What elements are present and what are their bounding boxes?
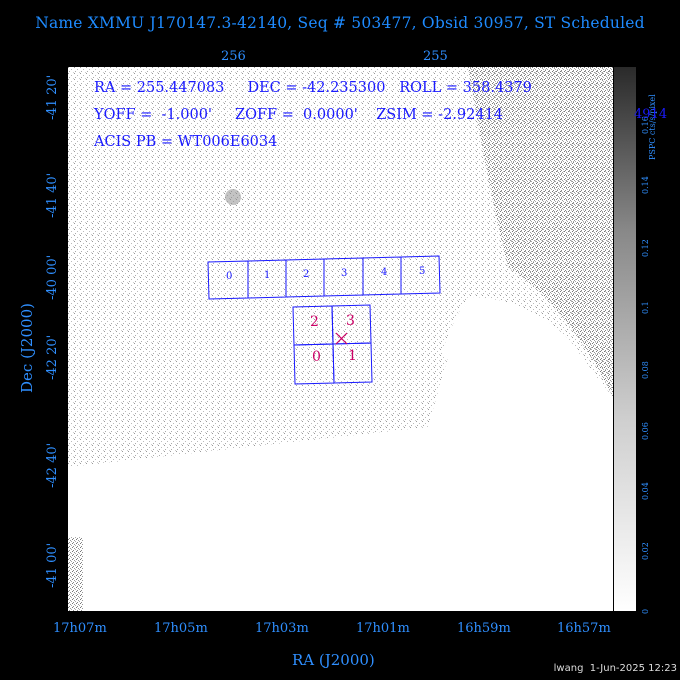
- acis-s-array: [207, 255, 441, 300]
- left-tick-label: -41 40': [45, 172, 60, 218]
- left-tick-label: -41 20': [45, 74, 60, 120]
- chip-label-i2: 2: [310, 314, 319, 330]
- top-tick-label: 256: [221, 49, 246, 64]
- chip-label-i1: 1: [348, 348, 357, 364]
- chip-label-s1: 1: [264, 270, 270, 281]
- chip-label-s4: 4: [381, 267, 387, 278]
- acis-s-labels: 0 1 2 3 4 5: [226, 266, 425, 282]
- footer-timestamp: lwang 1-Jun-2025 12:23: [553, 663, 677, 674]
- bottom-tick-label: 17h07m: [53, 621, 107, 636]
- bottom-tick-label: 16h57m: [557, 621, 611, 636]
- acis-i-array: [292, 304, 373, 385]
- colorbar-tick: 0.02: [641, 542, 650, 560]
- aimpoint-marker: [335, 332, 348, 345]
- pointing-info-line1: RA = 255.447083 DEC = -42.235300 ROLL = …: [94, 80, 532, 96]
- bottom-tick-label: 17h05m: [154, 621, 208, 636]
- left-tick-label: -42 20': [45, 334, 60, 380]
- bottom-tick-label: 17h03m: [255, 621, 309, 636]
- x-axis-title: RA (J2000): [292, 651, 375, 669]
- left-tick-label: -40 00': [45, 254, 60, 300]
- sky-image-plot: 0 1 2 3 4 5 2 3 0 1 RA = 255.447083 DEC …: [68, 67, 613, 611]
- chip-label-s2: 2: [303, 269, 309, 280]
- colorbar-tick: 0.1: [641, 301, 650, 314]
- x-ray-source: [225, 189, 241, 205]
- left-tick-label: -41 00': [45, 542, 60, 588]
- colorbar-tick: 0.04: [641, 482, 650, 500]
- chip-label-i0: 0: [312, 349, 321, 365]
- corner-noise: [68, 537, 83, 611]
- colorbar-tick: 0.06: [641, 422, 650, 440]
- chip-label-s0: 0: [226, 271, 232, 282]
- top-tick-label: 255: [423, 49, 448, 64]
- colorbar-tick: 0.08: [641, 361, 650, 379]
- zsim-overflow-text: 4914: [634, 107, 668, 122]
- chip-label-s5: 5: [419, 266, 425, 277]
- bright-edge-region: [468, 67, 613, 397]
- chip-label-s3: 3: [341, 268, 347, 279]
- bottom-tick-label: 16h59m: [457, 621, 511, 636]
- colorbar-tick: 0.12: [641, 239, 650, 257]
- left-tick-label: -42 40': [45, 442, 60, 488]
- y-axis-title: Dec (J2000): [18, 303, 36, 393]
- colorbar-tick: 0.14: [641, 176, 650, 194]
- chip-label-i3: 3: [346, 313, 355, 329]
- pointing-info-line3: ACIS PB = WT006E6034: [94, 134, 278, 150]
- bottom-tick-label: 17h01m: [356, 621, 410, 636]
- page-title: Name XMMU J170147.3-42140, Seq # 503477,…: [35, 14, 645, 32]
- colorbar: [614, 67, 636, 611]
- acis-i-labels: 2 3 0 1: [310, 313, 357, 365]
- sky-image: 0 1 2 3 4 5 2 3 0 1: [68, 67, 613, 611]
- colorbar-tick: 0: [641, 608, 650, 614]
- pointing-info-line2: YOFF = -1.000' ZOFF = 0.0000' ZSIM = -2.…: [94, 107, 504, 123]
